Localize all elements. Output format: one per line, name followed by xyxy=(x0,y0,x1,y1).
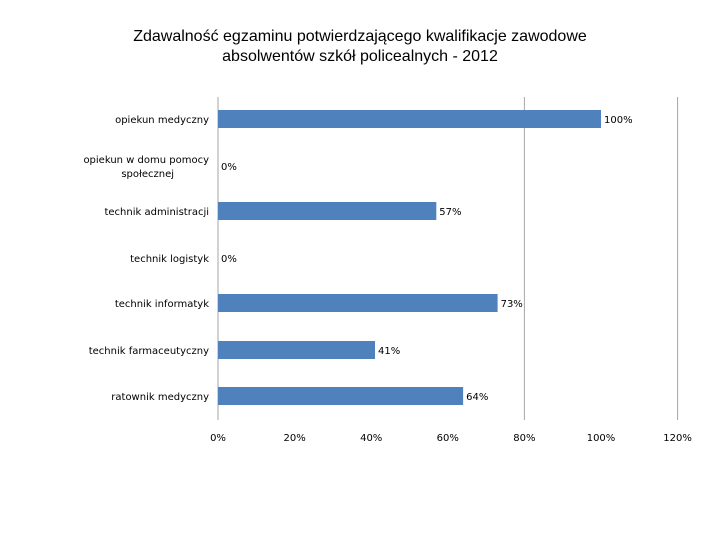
chart-title-line-1: Zdawalność egzaminu potwierdzającego kwa… xyxy=(133,28,587,45)
category-label-1-0: opiekun w domu pomocy xyxy=(83,155,209,166)
category-label-5-0: technik farmaceutyczny xyxy=(89,346,209,357)
x-tick-label-5: 100% xyxy=(587,433,616,444)
bar-6 xyxy=(218,387,464,405)
x-tick-label-1: 20% xyxy=(283,433,305,444)
bar-2 xyxy=(218,202,437,220)
bar-0 xyxy=(218,110,601,128)
data-label-3: 0% xyxy=(221,254,237,265)
x-tick-label-2: 40% xyxy=(360,433,382,444)
data-label-1: 0% xyxy=(221,162,237,173)
category-label-1-1: społecznej xyxy=(121,169,174,180)
bar-4 xyxy=(218,294,498,312)
category-label-0-0: opiekun medyczny xyxy=(115,115,209,126)
category-label-4-0: technik informatyk xyxy=(115,299,209,310)
data-label-6: 64% xyxy=(466,392,488,403)
bar-5 xyxy=(218,341,376,359)
category-label-6-0: ratownik medyczny xyxy=(111,392,209,403)
x-tick-label-6: 120% xyxy=(663,433,692,444)
chart-title-line-2: absolwentów szkół policealnych - 2012 xyxy=(222,48,498,65)
chart-title: Zdawalność egzaminu potwierdzającego kwa… xyxy=(0,27,720,67)
data-label-4: 73% xyxy=(501,299,523,310)
data-label-0: 100% xyxy=(604,115,633,126)
x-tick-label-3: 60% xyxy=(437,433,459,444)
x-tick-label-0: 0% xyxy=(210,433,226,444)
category-label-2-0: technik administracji xyxy=(104,207,209,218)
x-tick-label-4: 80% xyxy=(513,433,535,444)
data-label-5: 41% xyxy=(378,346,400,357)
category-label-3-0: technik logistyk xyxy=(130,254,209,265)
data-label-2: 57% xyxy=(439,207,461,218)
